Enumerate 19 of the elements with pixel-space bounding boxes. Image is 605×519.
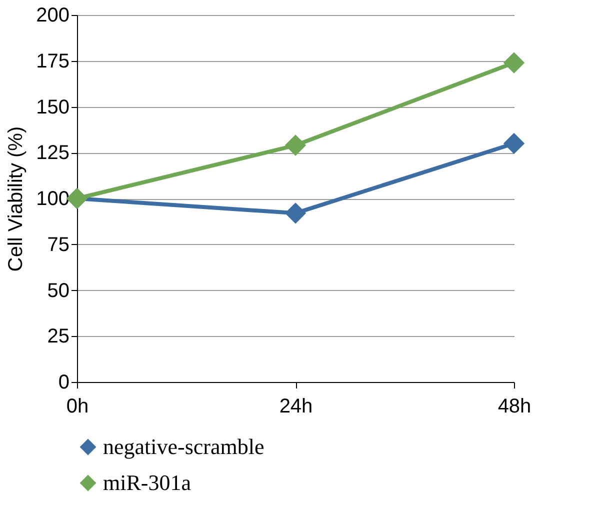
legend-label: miR-301a (103, 470, 192, 495)
point (284, 134, 306, 156)
x-tick-label: 24h (279, 396, 313, 418)
point (284, 202, 306, 224)
y-tick-label: 100 (36, 188, 70, 210)
y-tick-label: 175 (36, 50, 70, 72)
x-tick-label: 0h (66, 396, 89, 418)
y-tick-label: 0 (58, 372, 70, 394)
y-tick-label: 25 (47, 326, 70, 348)
point (503, 52, 525, 74)
y-axis-title: Cell Viability (%) (5, 126, 28, 272)
x-tick-label: 48h (498, 396, 532, 418)
y-tick-label: 75 (47, 234, 70, 256)
y-tick-label: 50 (47, 280, 70, 302)
legend-label: negative-scramble (103, 434, 264, 459)
y-tick-label: 125 (36, 142, 70, 164)
point (503, 132, 525, 154)
y-tick-label: 150 (36, 96, 70, 118)
y-tick-label: 200 (36, 4, 70, 26)
